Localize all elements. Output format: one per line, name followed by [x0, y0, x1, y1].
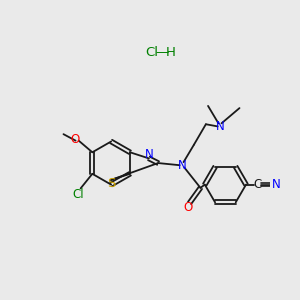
Text: N: N	[145, 148, 154, 161]
Text: N: N	[272, 178, 281, 191]
Text: H: H	[166, 46, 176, 59]
Text: S: S	[107, 177, 116, 190]
Text: Cl: Cl	[73, 188, 84, 201]
Text: Cl: Cl	[146, 46, 159, 59]
Text: C: C	[254, 178, 262, 191]
Text: N: N	[178, 159, 186, 172]
Text: O: O	[70, 134, 80, 146]
Text: —: —	[155, 46, 168, 59]
Text: O: O	[183, 201, 193, 214]
Text: N: N	[216, 120, 224, 133]
